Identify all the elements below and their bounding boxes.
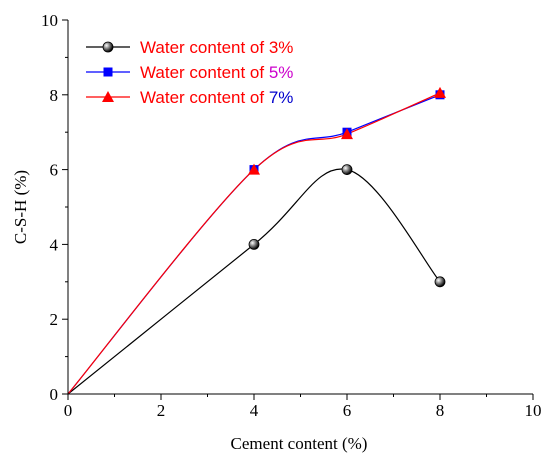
y-tick-label: 8: [50, 86, 59, 105]
series-line-3: [67, 92, 441, 395]
legend: Water content of 3%Water content of 5%Wa…: [86, 38, 293, 107]
x-tick-label: 4: [250, 401, 259, 420]
y-tick-label: 4: [50, 235, 59, 254]
series-1-point: [248, 238, 260, 250]
series-3-point: [341, 128, 353, 140]
legend-label-2: Water content of 5%: [140, 63, 293, 82]
legend-marker-1: [102, 41, 114, 53]
x-tick-label: 2: [157, 401, 166, 420]
series-line-1: [67, 168, 441, 395]
legend-label-1: Water content of 3%: [140, 38, 293, 57]
series-3-point: [434, 86, 446, 98]
legend-label-prefix: Water content of: [140, 63, 269, 82]
legend-label-value: 7%: [269, 88, 294, 107]
y-axis-label: C-S-H (%): [11, 170, 30, 244]
x-tick-label: 8: [436, 401, 445, 420]
x-tick-label: 10: [525, 401, 542, 420]
x-axis-label: Cement content (%): [231, 434, 368, 453]
y-tick-label: 10: [41, 11, 58, 30]
legend-label-value: 3%: [269, 38, 294, 57]
axes: 0 2 4 6 8 10 0 2 4 6 8 10: [41, 11, 542, 420]
legend-label-3: Water content of 7%: [140, 88, 293, 107]
legend-label-value: 5%: [269, 63, 294, 82]
y-tick-label: 6: [50, 161, 59, 180]
plot-area: [67, 86, 446, 395]
x-tick-label: 0: [64, 401, 73, 420]
series-3-point: [248, 163, 260, 175]
legend-marker-3: [102, 91, 114, 102]
series-1-point: [434, 276, 446, 288]
legend-marker-2: [103, 67, 113, 77]
legend-label-prefix: Water content of: [140, 38, 269, 57]
legend-label-prefix: Water content of: [140, 88, 269, 107]
series-1-point: [341, 164, 353, 176]
y-tick-label: 2: [50, 310, 59, 329]
y-tick-label: 0: [50, 385, 59, 404]
x-tick-label: 6: [343, 401, 352, 420]
